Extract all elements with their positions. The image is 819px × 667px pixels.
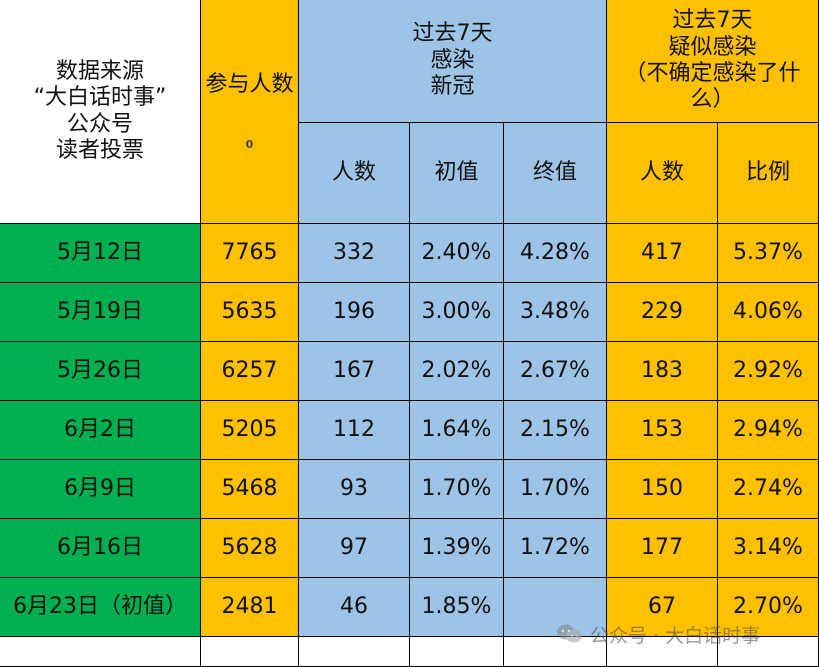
initial-value-cell: 1.39%: [410, 519, 504, 578]
ratio-cell: 3.14%: [718, 519, 819, 578]
initial-value-cell: 1.64%: [410, 401, 504, 460]
participants-cell: 6257: [201, 342, 299, 401]
suspected-group-header: 过去7天 疑似感染 （不确定感染了什 么）: [607, 0, 819, 123]
final-value-cell: 2.67%: [504, 342, 607, 401]
empty-cell: [718, 637, 819, 667]
infected-count-cell: 167: [299, 342, 410, 401]
date-cell: 6月23日（初值）: [0, 578, 201, 637]
date-cell: 5月26日: [0, 342, 201, 401]
watermark-text: 公众号 · 大白话时事: [590, 624, 761, 647]
final-value-cell: 3.48%: [504, 283, 607, 342]
suspected-count-cell: 177: [607, 519, 718, 578]
infected-count-cell: 93: [299, 460, 410, 519]
ratio-cell: 2.74%: [718, 460, 819, 519]
wechat-icon: [556, 623, 584, 645]
participants-cell: 2481: [201, 578, 299, 637]
infected-count-header: 人数: [299, 123, 410, 224]
participants-cell: 5468: [201, 460, 299, 519]
date-cell: 6月16日: [0, 519, 201, 578]
participants-header-mark: 0: [245, 138, 254, 152]
suspected-count-cell: 67: [607, 578, 718, 637]
final-value-cell: 4.28%: [504, 224, 607, 283]
date-cell: 5月12日: [0, 224, 201, 283]
initial-value-cell: 1.70%: [410, 460, 504, 519]
empty-cell: [201, 637, 299, 667]
final-value-cell: [504, 578, 607, 637]
final-value-cell: 1.72%: [504, 519, 607, 578]
suspected-count-header: 人数: [607, 123, 718, 224]
initial-value-cell: 2.40%: [410, 224, 504, 283]
final-value-cell: 1.70%: [504, 460, 607, 519]
suspected-count-cell: 150: [607, 460, 718, 519]
watermark: 公众号 · 大白话时事: [556, 620, 760, 648]
final-value-header: 终值: [504, 123, 607, 224]
suspected-count-cell: 153: [607, 401, 718, 460]
participants-cell: 5635: [201, 283, 299, 342]
infected-count-cell: 112: [299, 401, 410, 460]
ratio-cell: 2.70%: [718, 578, 819, 637]
empty-cell: [607, 637, 718, 667]
infected-group-header: 过去7天 感染 新冠: [299, 0, 607, 123]
participants-cell: 5205: [201, 401, 299, 460]
suspected-count-cell: 229: [607, 283, 718, 342]
participants-cell: 5628: [201, 519, 299, 578]
infected-count-cell: 332: [299, 224, 410, 283]
initial-value-cell: 3.00%: [410, 283, 504, 342]
ratio-header: 比例: [718, 123, 819, 224]
initial-value-cell: 1.85%: [410, 578, 504, 637]
empty-cell: [0, 637, 201, 667]
empty-cell: [410, 637, 504, 667]
ratio-cell: 2.94%: [718, 401, 819, 460]
infected-count-cell: 196: [299, 283, 410, 342]
date-cell: 6月2日: [0, 401, 201, 460]
participants-header: 参与人数 0: [201, 0, 299, 224]
infected-count-cell: 46: [299, 578, 410, 637]
empty-cell: [299, 637, 410, 667]
ratio-cell: 4.06%: [718, 283, 819, 342]
initial-value-header: 初值: [410, 123, 504, 224]
date-cell: 5月19日: [0, 283, 201, 342]
date-cell: 6月9日: [0, 460, 201, 519]
participants-cell: 7765: [201, 224, 299, 283]
suspected-count-cell: 417: [607, 224, 718, 283]
suspected-count-cell: 183: [607, 342, 718, 401]
ratio-cell: 2.92%: [718, 342, 819, 401]
final-value-cell: 2.15%: [504, 401, 607, 460]
source-header: 数据来源 “大白话时事” 公众号 读者投票: [0, 0, 201, 224]
initial-value-cell: 2.02%: [410, 342, 504, 401]
infected-count-cell: 97: [299, 519, 410, 578]
ratio-cell: 5.37%: [718, 224, 819, 283]
participants-header-label: 参与人数: [205, 71, 294, 97]
